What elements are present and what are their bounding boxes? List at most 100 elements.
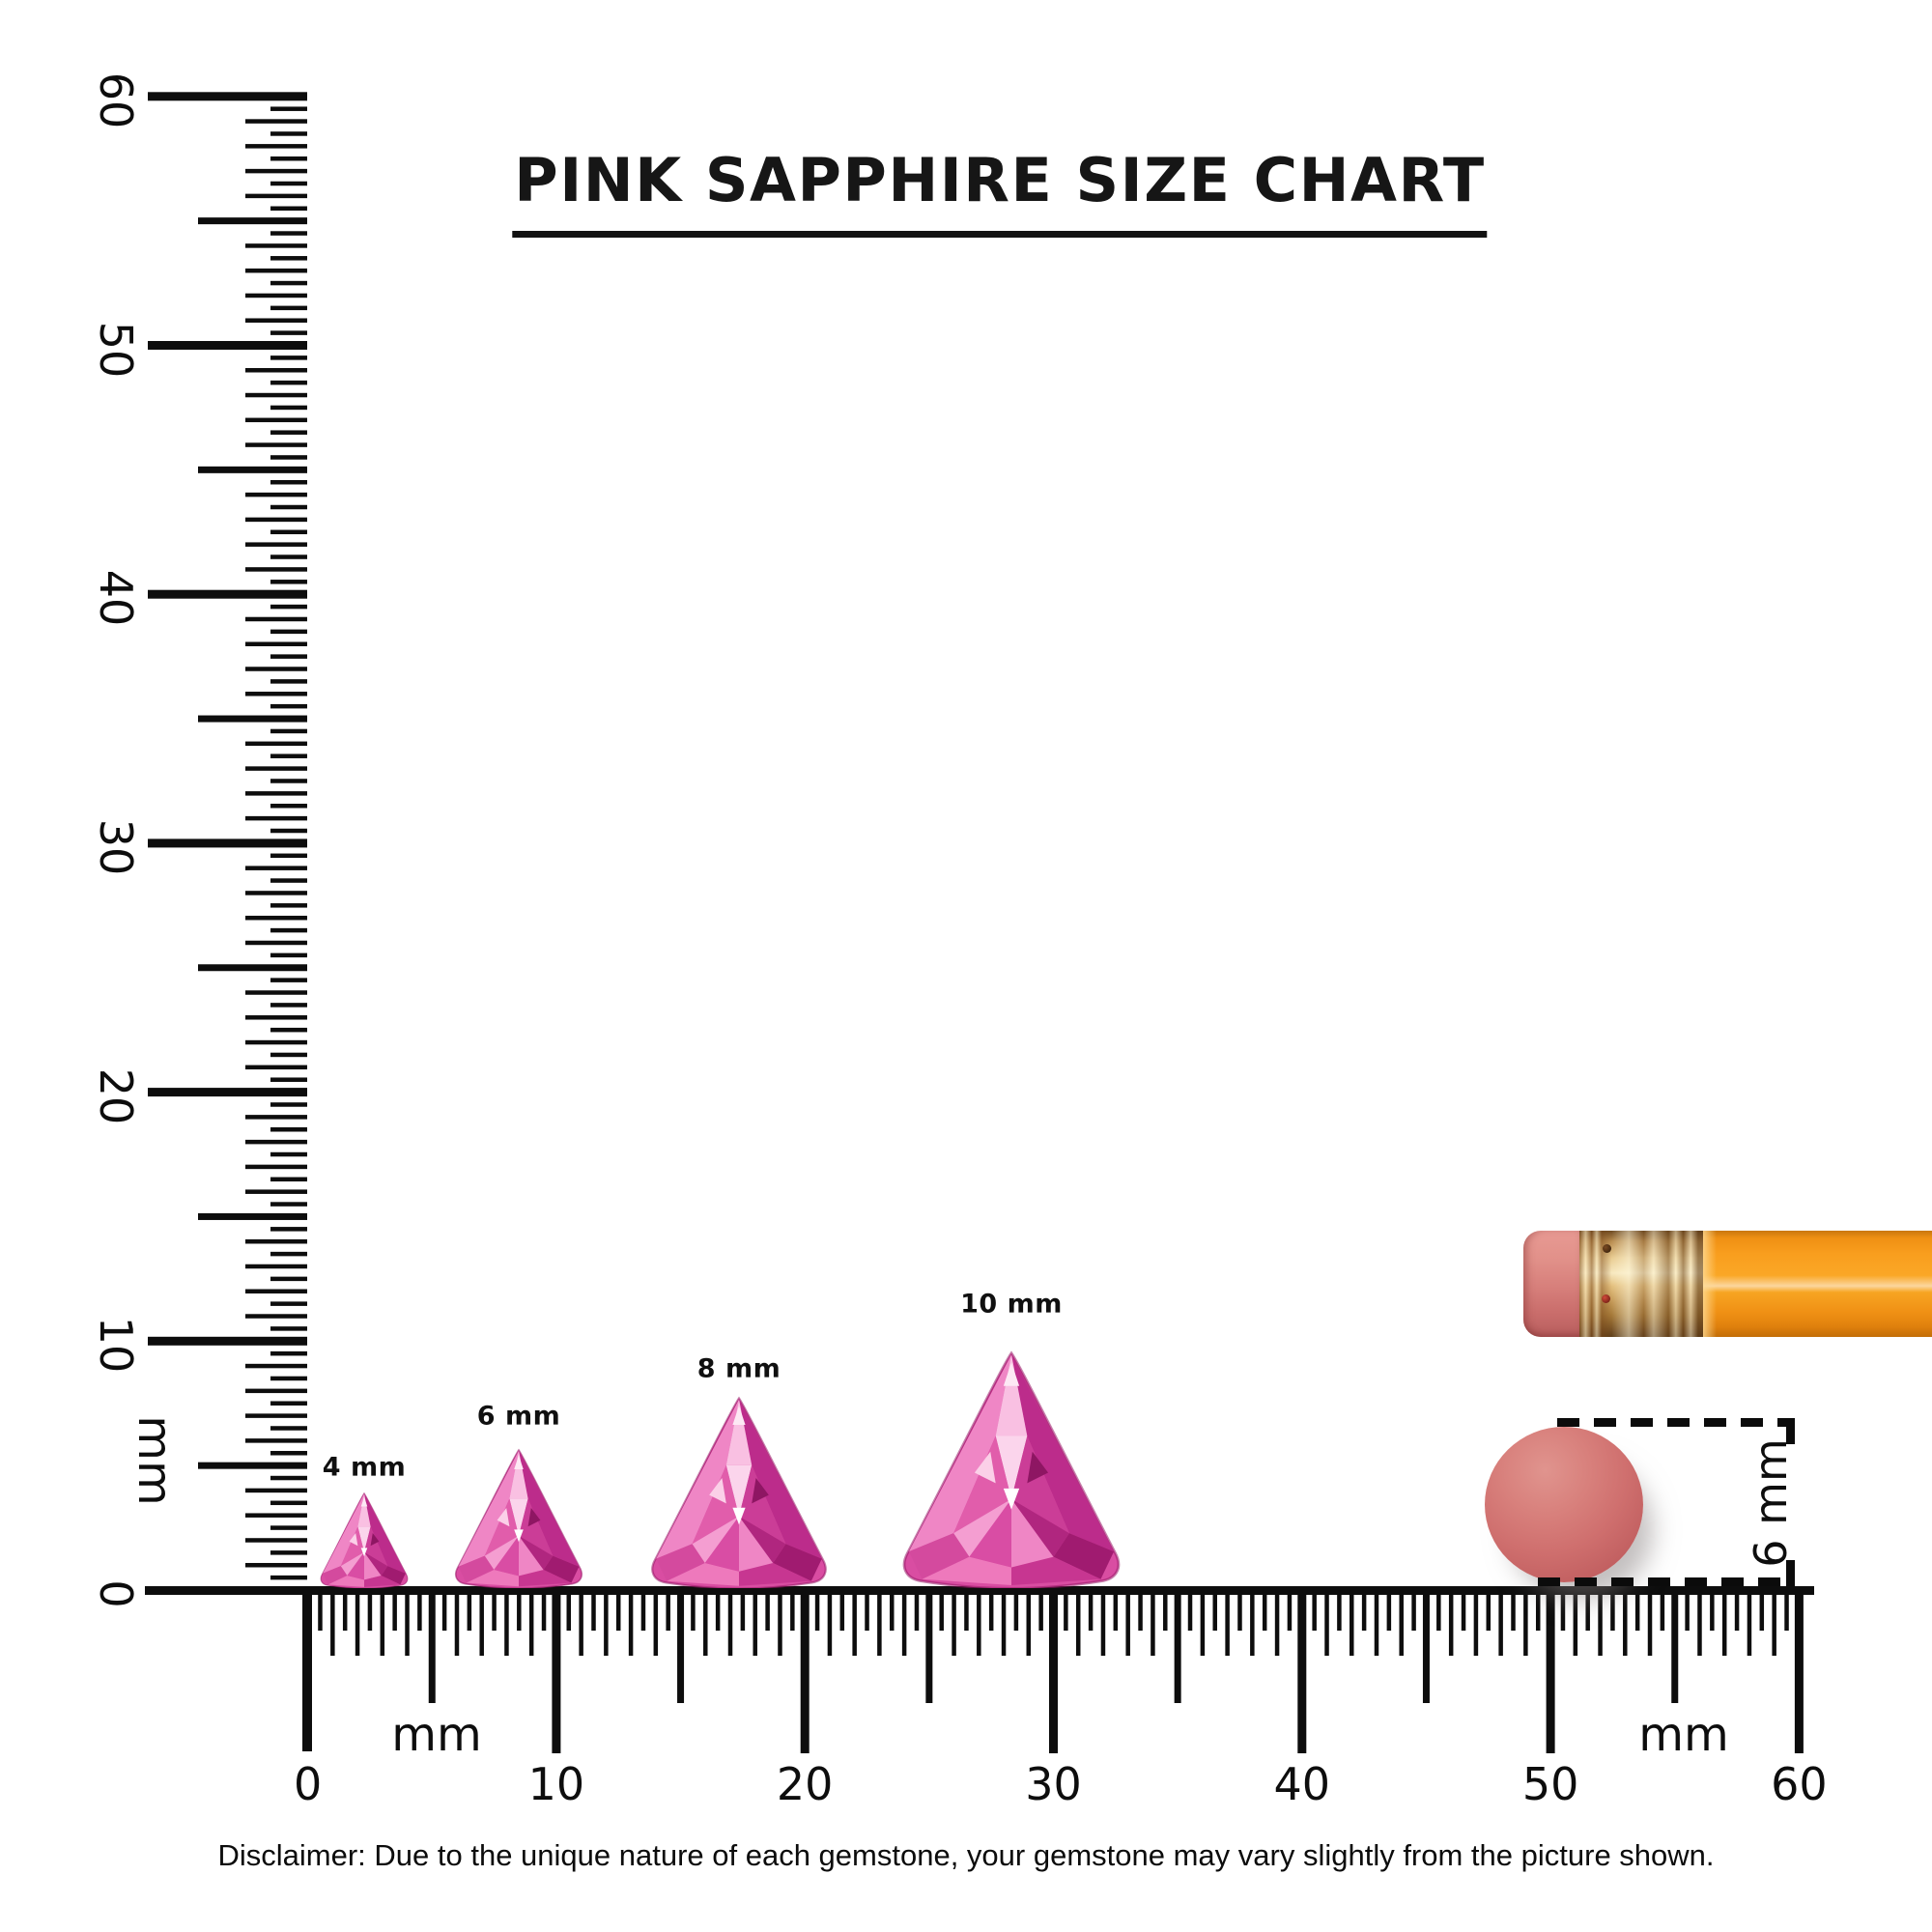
vertical-ruler-tick (245, 517, 307, 523)
pencil-ferrule (1579, 1231, 1703, 1337)
gem-size-label: 10 mm (960, 1289, 1063, 1320)
vertical-ruler-tick (245, 1238, 307, 1244)
horizontal-ruler-tick (1075, 1594, 1081, 1656)
gem-facet (458, 1555, 495, 1583)
disclaimer-text: Disclaimer: Due to the unique nature of … (217, 1838, 1715, 1872)
horizontal-ruler-tick (1784, 1594, 1789, 1631)
horizontal-ruler-tick (318, 1594, 323, 1631)
horizontal-ruler-tick (1200, 1594, 1206, 1656)
gem-facet (908, 1532, 970, 1579)
vertical-ruler-tick (270, 479, 307, 485)
gem-facet (357, 1493, 371, 1527)
vertical-ruler-tick (245, 1413, 307, 1418)
gem-facet (381, 1565, 406, 1585)
horizontal-ruler-tick (827, 1594, 833, 1656)
vertical-ruler-number: 40 (90, 569, 142, 627)
horizontal-ruler-tick (939, 1594, 944, 1631)
gem-facet (1003, 1488, 1020, 1510)
horizontal-ruler-tick (1436, 1594, 1441, 1631)
vertical-ruler-tick (245, 692, 307, 696)
horizontal-ruler-number: 0 (293, 1758, 323, 1810)
horizontal-ruler-tick (952, 1594, 956, 1656)
vertical-ruler-tick (245, 1388, 307, 1394)
horizontal-ruler-tick (1461, 1594, 1466, 1631)
vertical-ruler-tick (245, 1438, 307, 1443)
gem-facet (364, 1575, 401, 1587)
vertical-ruler-tick (148, 341, 307, 350)
horizontal-ruler-tick (1138, 1594, 1143, 1631)
gem-facet (519, 1498, 554, 1556)
vertical-ruler-tick (270, 106, 307, 111)
vertical-ruler-tick (245, 1264, 307, 1269)
horizontal-ruler-tick (1710, 1594, 1715, 1631)
horizontal-ruler-tick (1262, 1594, 1267, 1631)
horizontal-ruler-tick (628, 1594, 634, 1656)
gem-facet (739, 1562, 811, 1586)
vertical-ruler-tick (270, 355, 307, 360)
vertical-ruler-tick (198, 1212, 307, 1220)
gem-facet (514, 1529, 524, 1542)
gem-facet (739, 1464, 786, 1544)
vertical-ruler-tick (245, 567, 307, 572)
horizontal-ruler-tick (355, 1594, 360, 1656)
vertical-ruler-tick (148, 92, 307, 101)
measure-dash-corner (1786, 1560, 1795, 1586)
vertical-ruler-tick (270, 679, 307, 684)
vertical-ruler-tick (198, 217, 307, 225)
horizontal-ruler-tick (1511, 1594, 1516, 1631)
vertical-ruler-tick (270, 803, 307, 809)
horizontal-ruler-tick (1312, 1594, 1317, 1631)
vertical-ruler-tick (245, 815, 307, 821)
vertical-ruler-number: 10 (90, 1317, 142, 1374)
gem-facet (357, 1526, 371, 1552)
horizontal-ruler-tick (615, 1594, 621, 1631)
horizontal-ruler-tick (1374, 1594, 1379, 1656)
gem-facet (709, 1477, 726, 1503)
gem-facet (1027, 1451, 1049, 1484)
pencil-eraser (1523, 1231, 1579, 1337)
gem-facet (364, 1493, 406, 1574)
vertical-ruler-tick (270, 728, 307, 734)
vertical-ruler-tick (245, 1289, 307, 1294)
vertical-ruler-tick (198, 715, 307, 723)
vertical-ruler-tick (270, 131, 307, 136)
horizontal-ruler-tick (1448, 1594, 1454, 1656)
vertical-ruler-tick (245, 990, 307, 995)
horizontal-ruler-tick (1585, 1594, 1590, 1631)
horizontal-ruler-tick (925, 1594, 933, 1703)
vertical-ruler-tick (270, 504, 307, 510)
horizontal-ruler-tick (988, 1594, 994, 1631)
vertical-ruler-tick (245, 268, 307, 273)
vertical-ruler-tick (270, 878, 307, 883)
horizontal-ruler-tick (1297, 1594, 1307, 1753)
gem-facet (514, 1455, 524, 1469)
horizontal-ruler-tick (1113, 1594, 1119, 1631)
vertical-ruler-tick (245, 442, 307, 447)
horizontal-ruler-tick (914, 1594, 920, 1631)
vertical-ruler-tick (270, 181, 307, 186)
gem-facet (953, 1498, 1011, 1557)
vertical-ruler-tick (198, 964, 307, 972)
horizontal-ruler-tick (1350, 1594, 1354, 1656)
gem-facet (1011, 1435, 1069, 1533)
gem-facet (509, 1450, 528, 1499)
gem-facet (995, 1435, 1028, 1499)
horizontal-ruler-tick (479, 1594, 484, 1656)
horizontal-ruler-tick (1174, 1594, 1181, 1703)
gem-facet (349, 1532, 358, 1546)
gem-facet (484, 1498, 519, 1556)
vertical-ruler-tick (198, 1462, 307, 1469)
vertical-ruler-tick (245, 368, 307, 373)
horizontal-ruler-tick (1535, 1594, 1541, 1631)
horizontal-ruler-tick (330, 1594, 335, 1656)
vertical-ruler-tick (245, 542, 307, 547)
horizontal-ruler-tick (552, 1594, 561, 1753)
vertical-ruler-number: 50 (90, 321, 142, 378)
horizontal-ruler-tick (1386, 1594, 1392, 1631)
gem-facet (1011, 1353, 1115, 1551)
horizontal-ruler-tick (1163, 1594, 1168, 1631)
horizontal-ruler-tick (1250, 1594, 1255, 1656)
vertical-ruler-tick (270, 529, 307, 535)
horizontal-ruler-number: 50 (1521, 1758, 1579, 1810)
vertical-ruler-tick (270, 156, 307, 161)
